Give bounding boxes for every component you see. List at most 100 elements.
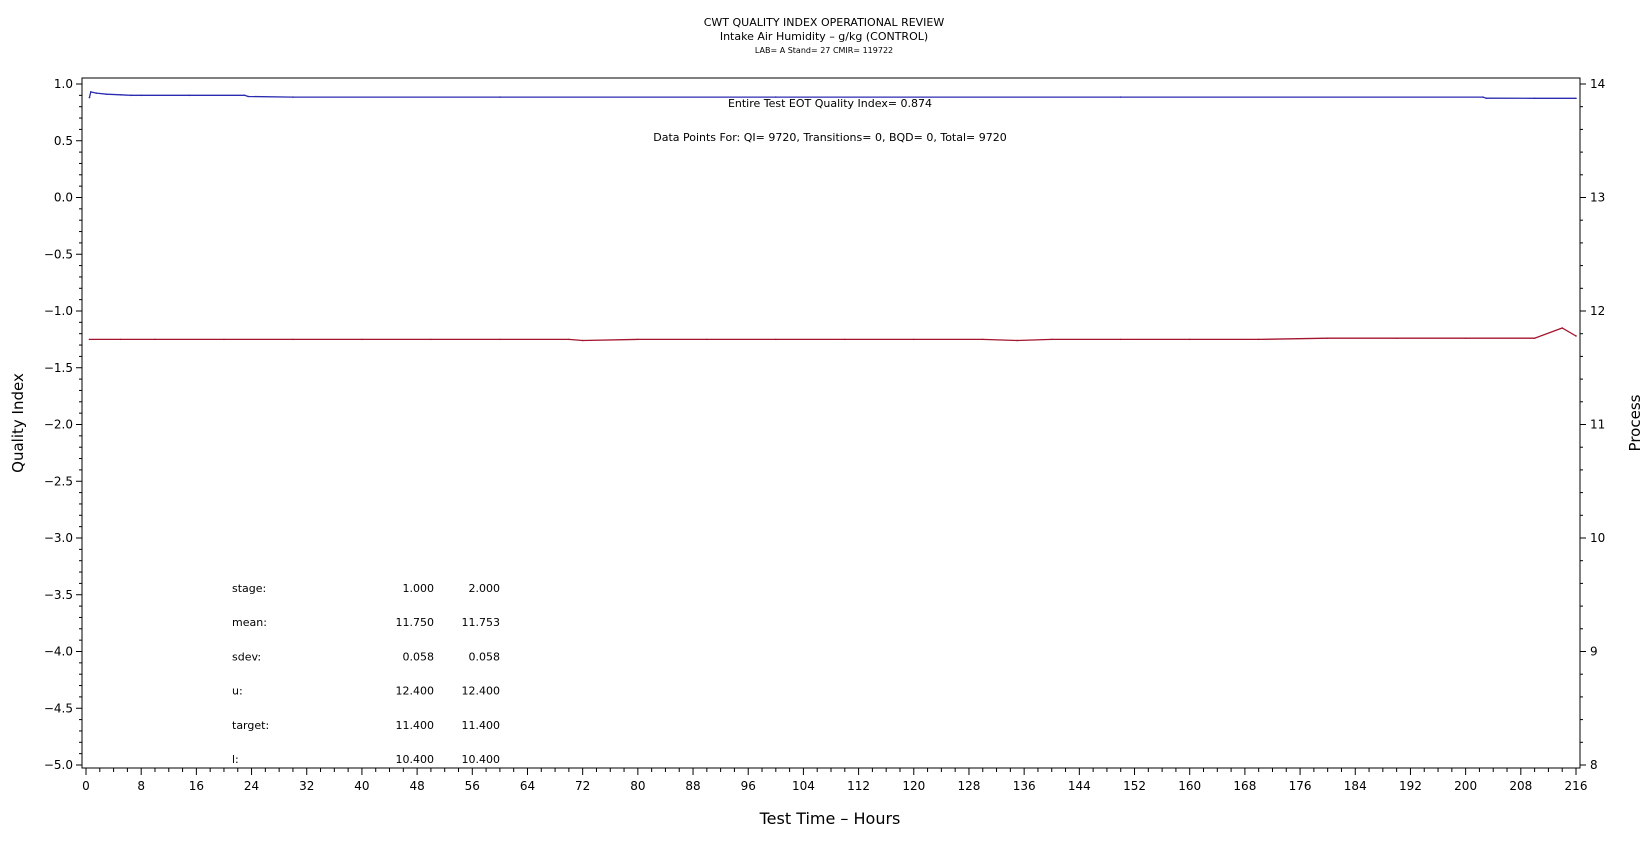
stats-cell: 2.000 <box>469 582 501 595</box>
x-tick-label: 216 <box>1565 779 1588 793</box>
process-point <box>154 338 156 341</box>
x-tick-label: 40 <box>354 779 369 793</box>
stats-cell: 11.400 <box>462 719 501 732</box>
y-axis-label-right: Process <box>1626 394 1644 451</box>
stats-row-label: sdev: <box>232 650 261 663</box>
process-point <box>119 338 122 341</box>
process-point <box>1561 327 1564 329</box>
process-point <box>1119 338 1122 341</box>
process-point <box>1575 335 1577 337</box>
quality-index-point <box>90 91 92 93</box>
left-tick-label: −0.5 <box>44 247 73 261</box>
x-tick-label: 120 <box>902 779 925 793</box>
x-tick-label: 152 <box>1123 779 1146 793</box>
process-point <box>1395 337 1398 340</box>
y-axis-label-left: Quality Index <box>9 373 27 473</box>
left-tick-label: 1.0 <box>54 77 73 91</box>
x-tick-label: 192 <box>1399 779 1422 793</box>
process-point <box>581 339 584 342</box>
stats-cell: 1.000 <box>403 582 435 595</box>
x-tick-label: 160 <box>1178 779 1201 793</box>
x-tick-label: 104 <box>792 779 815 793</box>
quality-index-point <box>119 93 122 96</box>
x-tick-label: 0 <box>82 779 90 793</box>
right-tick-label: 9 <box>1590 645 1598 659</box>
process-point <box>568 338 570 341</box>
right-tick-label: 8 <box>1590 758 1598 772</box>
right-tick-label: 11 <box>1590 418 1605 432</box>
stats-row-label: target: <box>232 719 269 732</box>
quality-index-point <box>1485 97 1488 99</box>
process-point <box>223 338 225 341</box>
stats-cell: 12.400 <box>462 685 501 698</box>
stats-row-label: mean: <box>232 616 267 629</box>
process-point <box>88 338 91 341</box>
stats-cell: 0.058 <box>469 650 501 663</box>
process-point <box>843 338 846 341</box>
process-line <box>89 327 1577 342</box>
left-tick-label: −1.0 <box>44 304 73 318</box>
quality-index-point <box>499 96 501 98</box>
quality-index-point <box>130 94 132 97</box>
quality-index-point <box>775 96 777 98</box>
series-layer <box>88 91 1577 342</box>
quality-index-point <box>1575 97 1577 100</box>
quality-index-point <box>88 96 91 99</box>
x-axis: 0 8 16 24 32 40 48 56 64 72 80 88 96 104 112 120 128 136 1… <box>82 768 1587 793</box>
left-tick-label: −3.5 <box>44 588 73 602</box>
process-point <box>1050 338 1053 341</box>
stats-table: stage: 1.000 2.000 mean: 11.750 11.753 sdev: 0.… <box>232 582 500 766</box>
quality-index-point <box>95 92 98 94</box>
stats-cell: 0.058 <box>403 650 435 663</box>
x-tick-label: 168 <box>1233 779 1256 793</box>
stats-row-label: l: <box>232 753 239 766</box>
x-tick-label: 128 <box>958 779 981 793</box>
process-point <box>1533 337 1536 340</box>
x-tick-label: 56 <box>465 779 480 793</box>
process-point <box>1257 338 1260 341</box>
right-tick-label: 10 <box>1590 531 1605 545</box>
stats-row-label: stage: <box>232 582 266 595</box>
left-tick-label: −1.5 <box>44 361 73 375</box>
process-point <box>1188 338 1191 341</box>
chart-subtitle: Intake Air Humidity – g/kg (CONTROL) <box>720 30 928 43</box>
left-tick-label: −3.0 <box>44 531 73 545</box>
x-tick-label: 88 <box>685 779 700 793</box>
process-point <box>499 338 501 341</box>
x-tick-label: 184 <box>1344 779 1367 793</box>
stats-cell: 12.400 <box>396 685 435 698</box>
left-tick-label: −2.0 <box>44 418 73 432</box>
plot-frame <box>81 77 1581 769</box>
stats-cell: 11.750 <box>396 616 435 629</box>
x-tick-label: 32 <box>299 779 314 793</box>
left-tick-label: 0.5 <box>54 134 73 148</box>
chart-title: CWT QUALITY INDEX OPERATIONAL REVIEW <box>704 16 945 29</box>
x-tick-label: 8 <box>137 779 145 793</box>
left-tick-label: −4.5 <box>44 701 73 715</box>
left-tick-label: −4.0 <box>44 645 73 659</box>
right-tick-label: 12 <box>1590 304 1605 318</box>
quality-index-point <box>1482 96 1484 98</box>
left-axis: 1.0 0.5 0.0 −0.5 −1.0 −1.5 −2.0 −2.5 −3.0 −3.5 −4.… <box>44 77 82 772</box>
right-axis: 14 13 12 11 10 9 8 <box>1580 77 1605 772</box>
quality-index-point <box>188 94 191 97</box>
x-tick-label: 200 <box>1454 779 1477 793</box>
process-point <box>1016 339 1019 342</box>
x-tick-label: 208 <box>1509 779 1532 793</box>
process-point <box>637 338 639 341</box>
chart-subtitle-2: LAB= A Stand= 27 CMIR= 119722 <box>755 46 893 55</box>
stats-row-label: u: <box>232 685 243 698</box>
x-tick-label: 144 <box>1068 779 1091 793</box>
x-tick-label: 176 <box>1289 779 1312 793</box>
x-axis-label: Test Time – Hours <box>759 809 901 828</box>
process-point <box>981 338 984 341</box>
eot-annotation: Entire Test EOT Quality Index= 0.874 <box>728 97 932 110</box>
x-tick-label: 112 <box>847 779 870 793</box>
process-point <box>361 338 363 341</box>
x-tick-label: 48 <box>409 779 424 793</box>
left-tick-label: 0.0 <box>54 191 73 205</box>
process-point <box>292 338 294 341</box>
quality-index-point <box>105 93 108 96</box>
stats-cell: 11.400 <box>396 719 435 732</box>
